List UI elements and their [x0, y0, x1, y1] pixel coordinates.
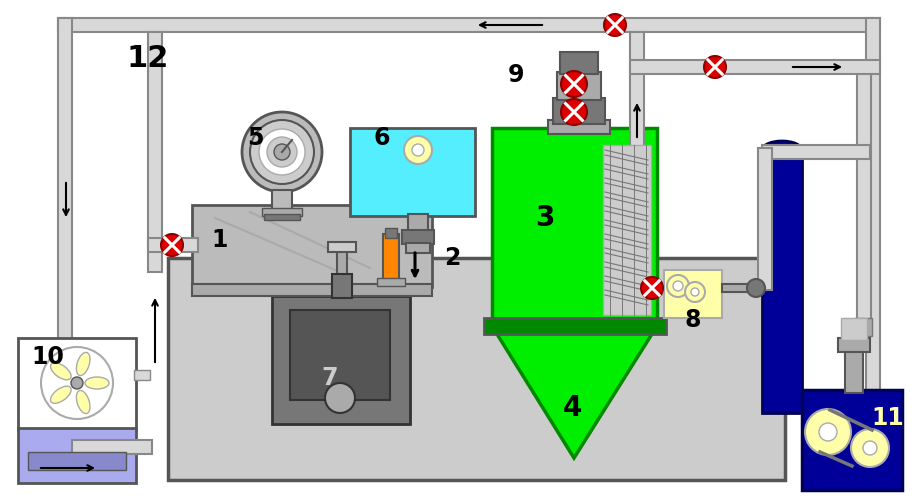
Bar	[758, 148, 772, 290]
Text: 6: 6	[374, 126, 390, 150]
Bar	[18, 338, 136, 430]
Circle shape	[561, 71, 587, 97]
Bar	[762, 148, 802, 413]
Bar	[484, 318, 666, 334]
Ellipse shape	[762, 141, 802, 159]
Text: 9: 9	[508, 63, 525, 87]
Bar	[264, 214, 300, 220]
Bar	[802, 390, 902, 490]
Bar	[168, 258, 785, 480]
Bar	[350, 128, 475, 216]
Bar	[651, 282, 668, 294]
Circle shape	[274, 144, 290, 160]
Bar	[845, 348, 863, 393]
Text: 10: 10	[32, 345, 65, 369]
Circle shape	[851, 429, 889, 467]
Bar	[854, 318, 872, 336]
Text: 3: 3	[536, 204, 555, 232]
Bar	[192, 205, 432, 287]
Bar	[762, 145, 870, 159]
Bar	[377, 278, 405, 286]
Bar	[553, 98, 605, 124]
Text: 7: 7	[322, 366, 338, 390]
Bar	[866, 18, 880, 418]
Bar	[722, 284, 750, 292]
Bar	[406, 243, 430, 253]
Circle shape	[805, 409, 851, 455]
Text: 11: 11	[872, 406, 904, 430]
Circle shape	[561, 99, 587, 125]
Circle shape	[704, 56, 726, 78]
Bar	[148, 238, 198, 252]
Circle shape	[673, 281, 683, 291]
Ellipse shape	[77, 390, 90, 413]
Circle shape	[604, 14, 626, 36]
Bar	[192, 284, 432, 296]
Circle shape	[161, 234, 183, 256]
Circle shape	[641, 277, 663, 299]
Text: 5: 5	[247, 126, 263, 150]
Bar	[58, 18, 880, 32]
Ellipse shape	[50, 386, 71, 403]
Bar	[385, 228, 397, 238]
Bar	[134, 370, 150, 380]
Bar	[337, 246, 347, 298]
Bar	[290, 310, 390, 400]
Circle shape	[267, 137, 297, 167]
Bar	[28, 452, 126, 470]
Bar	[402, 230, 434, 244]
Bar	[58, 18, 72, 455]
Circle shape	[747, 279, 765, 297]
Circle shape	[667, 275, 689, 297]
Bar	[630, 60, 880, 74]
Ellipse shape	[50, 363, 71, 380]
Bar	[492, 128, 657, 326]
Circle shape	[404, 136, 432, 164]
Circle shape	[250, 120, 314, 184]
Bar	[383, 234, 399, 282]
Text: 8: 8	[685, 308, 701, 332]
Bar	[557, 72, 601, 100]
Text: 2: 2	[444, 246, 460, 270]
Bar	[18, 428, 136, 483]
Circle shape	[242, 112, 322, 192]
Text: 12: 12	[127, 43, 169, 72]
Bar	[857, 70, 871, 328]
Bar	[148, 32, 162, 272]
Text: 1: 1	[212, 228, 228, 252]
Circle shape	[412, 144, 424, 156]
Bar	[272, 296, 410, 424]
Circle shape	[41, 347, 113, 419]
Circle shape	[819, 423, 837, 441]
Bar	[664, 270, 722, 318]
Bar	[332, 274, 352, 298]
Bar	[838, 338, 870, 352]
Ellipse shape	[77, 353, 90, 376]
Circle shape	[71, 377, 83, 389]
Polygon shape	[492, 326, 657, 458]
Ellipse shape	[85, 377, 109, 389]
Circle shape	[863, 441, 877, 455]
Bar	[548, 120, 610, 134]
Circle shape	[325, 383, 355, 413]
Text: 4: 4	[562, 394, 581, 422]
Bar	[272, 190, 292, 210]
Bar	[328, 242, 356, 252]
Bar	[603, 145, 651, 315]
Circle shape	[259, 129, 305, 175]
Bar	[841, 318, 867, 340]
Bar	[408, 214, 428, 232]
Bar	[72, 440, 152, 454]
Bar	[630, 32, 644, 172]
Circle shape	[691, 288, 699, 296]
Bar	[560, 52, 598, 74]
Bar	[262, 208, 302, 216]
Circle shape	[685, 282, 705, 302]
